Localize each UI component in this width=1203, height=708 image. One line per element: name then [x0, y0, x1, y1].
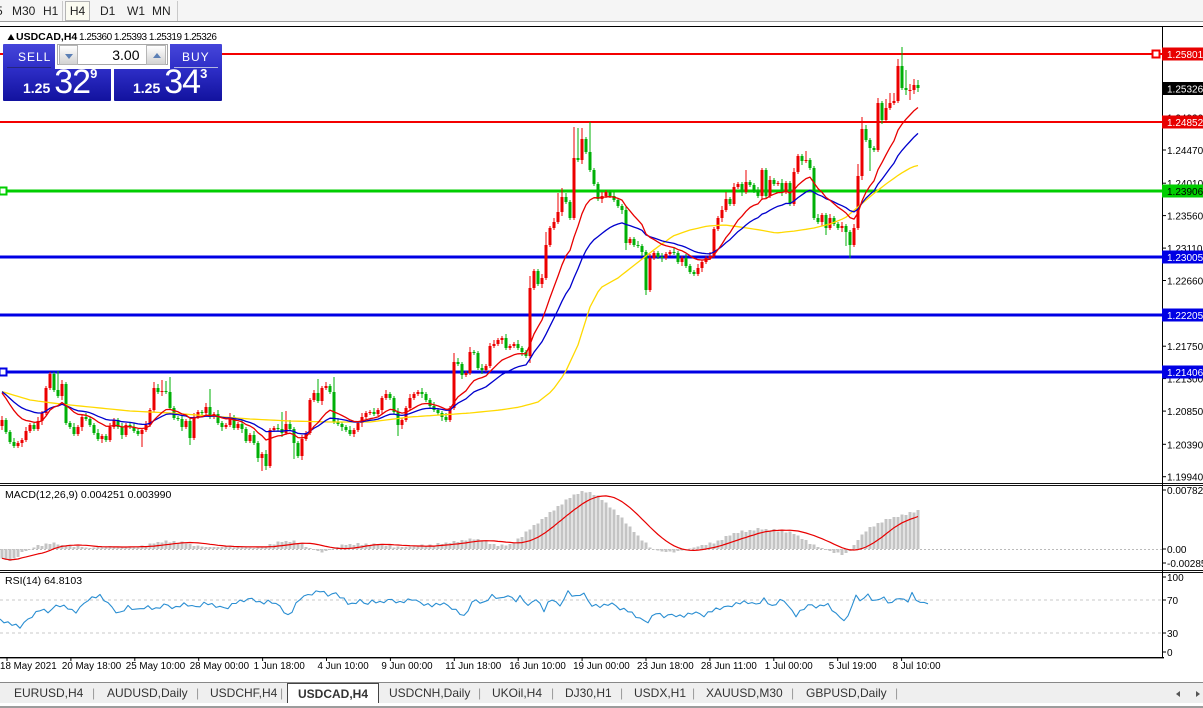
svg-text:16 Jun 10:00: 16 Jun 10:00 [509, 661, 566, 672]
svg-text:19 Jun 00:00: 19 Jun 00:00 [573, 661, 630, 672]
svg-text:0: 0 [1167, 648, 1173, 659]
svg-text:100: 100 [1167, 573, 1184, 584]
svg-text:1.22660: 1.22660 [1167, 277, 1203, 288]
svg-text:8 Jul 10:00: 8 Jul 10:00 [893, 661, 941, 672]
svg-text:RSI(14) 64.8103: RSI(14) 64.8103 [5, 575, 82, 587]
svg-text:1.23560: 1.23560 [1167, 212, 1203, 223]
svg-text:USDCAD,H4: USDCAD,H4 [16, 31, 77, 43]
svg-text:0.007826: 0.007826 [1167, 486, 1203, 497]
svg-text:30: 30 [1167, 629, 1179, 640]
svg-text:1.25326: 1.25326 [1167, 85, 1203, 96]
svg-text:0.00: 0.00 [1167, 545, 1187, 556]
svg-text:1.23906: 1.23906 [1167, 187, 1203, 198]
svg-text:18 May 2021: 18 May 2021 [0, 661, 57, 672]
svg-text:70: 70 [1167, 596, 1179, 607]
svg-text:1.25801: 1.25801 [1167, 50, 1203, 61]
svg-text:1.24470: 1.24470 [1167, 146, 1203, 157]
svg-text:1.25360 1.25393 1.25319 1.2532: 1.25360 1.25393 1.25319 1.25326 [79, 32, 217, 43]
svg-text:1.23110: 1.23110 [1167, 244, 1203, 255]
svg-text:1.19940: 1.19940 [1167, 473, 1203, 484]
svg-text:5 Jul 19:00: 5 Jul 19:00 [829, 661, 877, 672]
svg-text:1.21406: 1.21406 [1167, 368, 1203, 379]
svg-text:1 Jun 18:00: 1 Jun 18:00 [254, 661, 306, 672]
svg-text:-0.00285: -0.00285 [1167, 559, 1203, 570]
svg-text:1.21750: 1.21750 [1167, 342, 1203, 353]
svg-text:23 Jun 18:00: 23 Jun 18:00 [637, 661, 694, 672]
svg-text:28 Jun 11:00: 28 Jun 11:00 [701, 661, 757, 672]
svg-text:1.20850: 1.20850 [1167, 407, 1203, 418]
svg-text:1.20390: 1.20390 [1167, 440, 1203, 451]
svg-text:1 Jul 00:00: 1 Jul 00:00 [765, 661, 813, 672]
svg-text:4 Jun 10:00: 4 Jun 10:00 [318, 661, 370, 672]
svg-text:11 Jun 18:00: 11 Jun 18:00 [445, 661, 501, 672]
svg-text:1.21300: 1.21300 [1167, 375, 1203, 386]
svg-text:20 May 18:00: 20 May 18:00 [62, 661, 122, 672]
svg-text:1.22205: 1.22205 [1167, 311, 1203, 322]
svg-text:25 May 10:00: 25 May 10:00 [126, 661, 186, 672]
svg-text:9 Jun 00:00: 9 Jun 00:00 [381, 661, 433, 672]
svg-text:28 May 00:00: 28 May 00:00 [190, 661, 250, 672]
svg-text:MACD(12,26,9) 0.004251 0.00399: MACD(12,26,9) 0.004251 0.003990 [5, 489, 172, 501]
svg-text:1.24852: 1.24852 [1167, 118, 1203, 129]
svg-text:1.23005: 1.23005 [1167, 253, 1203, 264]
